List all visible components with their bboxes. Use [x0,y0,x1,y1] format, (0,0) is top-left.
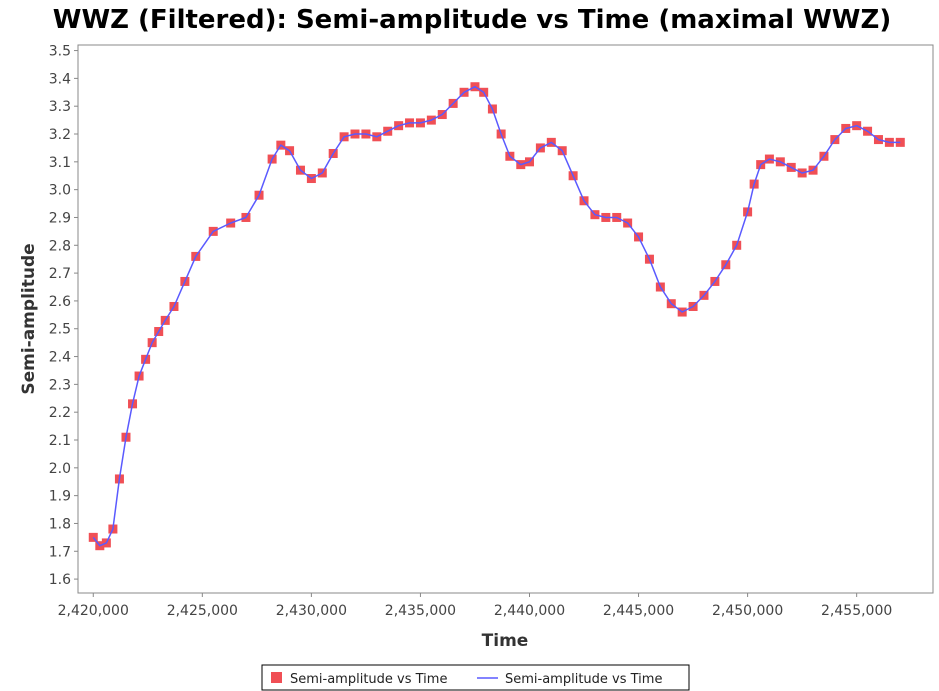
y-tick-label: 2.5 [49,322,71,338]
x-axis: 2,420,000 2,425,000 2,430,000 2,435,000 2,44… [58,593,892,619]
series-layer [88,82,905,551]
y-axis-label: Semi-amplitude [19,243,39,394]
legend-label-line: Semi-amplitude vs Time [505,672,662,687]
data-point [88,532,98,542]
y-tick-label: 3.0 [49,183,71,199]
y-tick-label: 2.0 [49,461,71,477]
y-axis: 1.6 1.7 1.8 1.9 2.0 2.1 2.2 2.3 2.4 2.5 2.6 2.7 2.8 2… [49,44,78,588]
y-tick-label: 2.7 [49,266,71,282]
x-tick-label: 2,455,000 [821,603,892,619]
x-tick-label: 2,445,000 [603,603,674,619]
y-tick-label: 3.4 [49,71,71,87]
y-tick-label: 2.9 [49,210,71,226]
y-tick-label: 2.8 [49,238,71,254]
legend: Semi-amplitude vs Time Semi-amplitude vs… [261,664,690,691]
y-tick-label: 2.1 [49,433,71,449]
y-tick-label: 1.6 [49,572,71,588]
y-tick-label: 3.2 [49,127,71,143]
plot-area [77,44,934,594]
x-axis-label: Time [482,631,529,651]
y-tick-label: 2.3 [49,377,71,393]
y-tick-label: 2.6 [49,294,71,310]
y-tick-label: 1.9 [49,489,71,505]
x-tick-label: 2,450,000 [712,603,783,619]
series-line [92,85,901,547]
y-tick-label: 2.4 [49,350,71,366]
x-tick-label: 2,425,000 [167,603,238,619]
y-tick-label: 3.5 [49,44,71,60]
x-tick-label: 2,435,000 [385,603,456,619]
x-tick-label: 2,430,000 [276,603,347,619]
legend-marker-square [271,672,282,683]
y-tick-label: 1.8 [49,516,71,532]
y-tick-label: 3.3 [49,99,71,115]
y-tick-label: 2.2 [49,405,71,421]
y-tick-label: 3.1 [49,155,71,171]
x-tick-label: 2,420,000 [58,603,129,619]
legend-label-markers: Semi-amplitude vs Time [290,672,447,687]
x-tick-label: 2,440,000 [494,603,565,619]
chart-title: WWZ (Filtered): Semi-amplitude vs Time (… [53,5,891,35]
legend-box [261,664,690,691]
y-tick-label: 1.7 [49,544,71,560]
